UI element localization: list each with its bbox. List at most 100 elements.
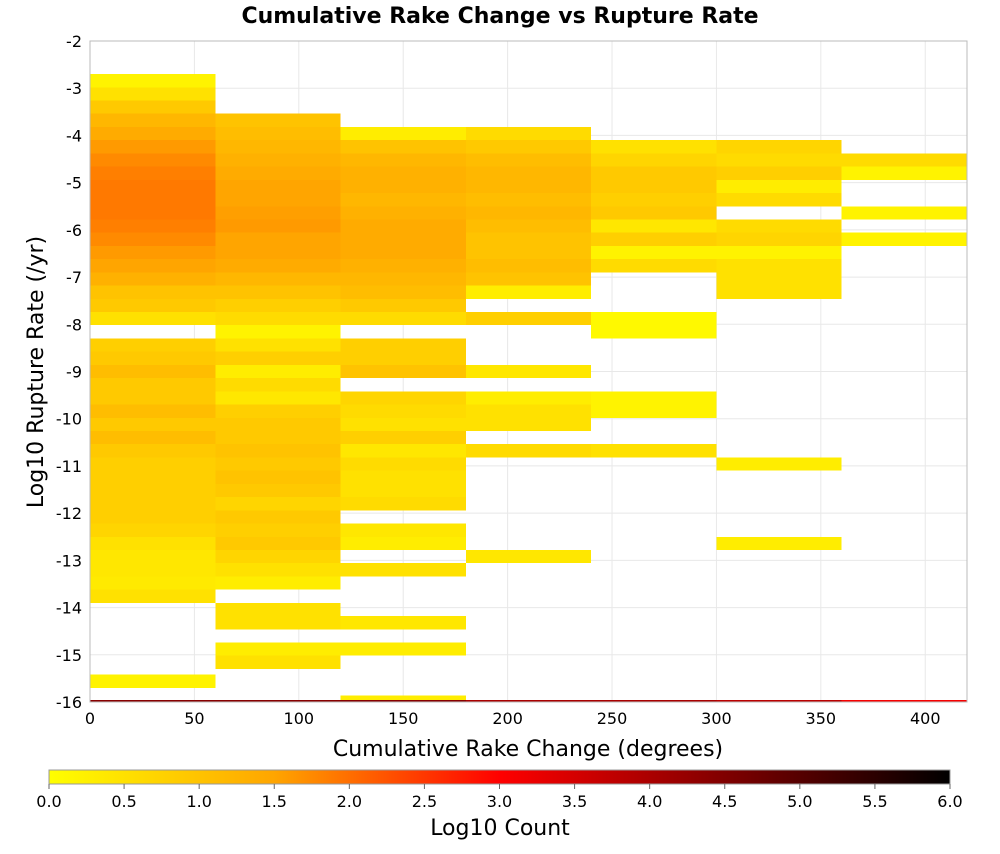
- heatmap-cell: [215, 259, 341, 273]
- heatmap-cell: [465, 285, 592, 299]
- heatmap-cell: [340, 140, 466, 154]
- colorbar-tick-label: 6.0: [937, 792, 962, 811]
- heatmap-cell: [215, 378, 341, 392]
- heatmap-cell: [340, 206, 466, 220]
- y-tick-label: -6: [66, 221, 82, 240]
- heatmap-cell: [340, 497, 466, 511]
- y-tick-label: -11: [56, 457, 82, 476]
- heatmap-cell: [215, 232, 341, 246]
- heatmap-cell: [716, 179, 842, 194]
- heatmap-cell: [591, 259, 717, 273]
- y-tick-label: -9: [66, 363, 82, 382]
- heatmap-cell: [465, 272, 592, 286]
- colorbar-tick-label: 1.5: [262, 792, 287, 811]
- heatmap-cell: [340, 616, 466, 630]
- heatmap-cell: [215, 245, 341, 260]
- heatmap-cell: [215, 113, 341, 127]
- heatmap-cell: [841, 232, 967, 246]
- heatmap-cell: [591, 206, 717, 220]
- heatmap-cell: [591, 219, 717, 233]
- heatmap-cell: [465, 245, 592, 260]
- y-tick-label: -10: [56, 410, 82, 429]
- heatmap-cell: [215, 140, 341, 154]
- heatmap-cell: [215, 364, 341, 379]
- heatmap-cell: [340, 245, 466, 260]
- x-tick-label: 200: [492, 709, 523, 728]
- x-axis-ticks: 0 50 100 150 200 250 300 350 400: [85, 709, 941, 728]
- heatmap-cell: [340, 470, 466, 484]
- y-tick-label: -12: [56, 504, 82, 523]
- heatmap-cell: [340, 232, 466, 246]
- x-tick-label: 350: [806, 709, 837, 728]
- heatmap-cell: [465, 193, 592, 207]
- heatmap-cell: [591, 153, 717, 167]
- heatmap-cell: [215, 166, 341, 180]
- heatmap-cell: [90, 126, 216, 141]
- heatmap-cell: [90, 483, 216, 498]
- heatmap-cell: [340, 523, 466, 537]
- heatmap-cell: [465, 700, 592, 702]
- heatmap-cell: [90, 232, 216, 246]
- heatmap-cell: [716, 272, 842, 286]
- heatmap-cell: [90, 338, 216, 352]
- heatmap-cell: [465, 219, 592, 233]
- y-axis-ticks: -2 -3 -4 -5 -6 -7 -8 -9 -10 -11 -12 -13 -14 -15 -16: [56, 32, 82, 712]
- heatmap-cell: [591, 312, 717, 326]
- heatmap-cell: [465, 417, 592, 431]
- heatmap-cell: [90, 351, 216, 365]
- heatmap-cell: [340, 285, 466, 299]
- heatmap-cell: [716, 700, 842, 702]
- heatmap-cell: [90, 193, 216, 207]
- y-tick-label: -13: [56, 551, 82, 570]
- heatmap-cell: [215, 497, 341, 511]
- heatmap-cell: [215, 523, 341, 537]
- heatmap-cell: [591, 325, 717, 339]
- heatmap-cell: [340, 404, 466, 418]
- colorbar-tick-label: 3.5: [562, 792, 587, 811]
- heatmap-cell: [465, 166, 592, 180]
- colorbar: [48, 769, 951, 785]
- heatmap-cell: [716, 457, 842, 471]
- heatmap-cell: [340, 642, 466, 656]
- heatmap-cells: [90, 74, 967, 702]
- heatmap-cell: [340, 483, 466, 498]
- heatmap-cell: [591, 245, 717, 260]
- heatmap-cell: [591, 700, 717, 702]
- heatmap-cell: [215, 351, 341, 365]
- heatmap-cell: [340, 298, 466, 313]
- heatmap-cell: [90, 100, 216, 114]
- heatmap-cell: [591, 140, 717, 154]
- heatmap-cell: [465, 312, 592, 326]
- heatmap-cell: [716, 193, 842, 207]
- heatmap-cell: [90, 430, 216, 445]
- heatmap-cell: [90, 206, 216, 220]
- heatmap-cell: [465, 364, 592, 379]
- heatmap-cell: [340, 193, 466, 207]
- heatmap-cell: [716, 153, 842, 167]
- heatmap-cell: [215, 602, 341, 617]
- heatmap-cell: [591, 232, 717, 246]
- heatmap-cell: [340, 430, 466, 445]
- heatmap-cell: [90, 549, 216, 564]
- heatmap-cell: [90, 700, 216, 702]
- heatmap-cell: [215, 655, 341, 669]
- heatmap-cell: [90, 259, 216, 273]
- heatmap-cell: [716, 245, 842, 260]
- colorbar-tick-label: 0.0: [36, 792, 61, 811]
- heatmap-cell: [215, 510, 341, 524]
- heatmap-cell: [90, 166, 216, 180]
- heatmap-cell: [90, 87, 216, 101]
- heatmap-cell: [340, 153, 466, 167]
- heatmap-cell: [215, 483, 341, 498]
- heatmap-cell: [340, 272, 466, 286]
- heatmap-cell: [340, 391, 466, 405]
- heatmap-cell: [716, 140, 842, 154]
- heatmap-cell: [90, 510, 216, 524]
- heatmap-cell: [465, 206, 592, 220]
- heatmap-cell: [340, 219, 466, 233]
- x-tick-label: 150: [388, 709, 419, 728]
- y-tick-label: -5: [66, 174, 82, 193]
- heatmap-cell: [340, 312, 466, 326]
- heatmap-cell: [90, 444, 216, 458]
